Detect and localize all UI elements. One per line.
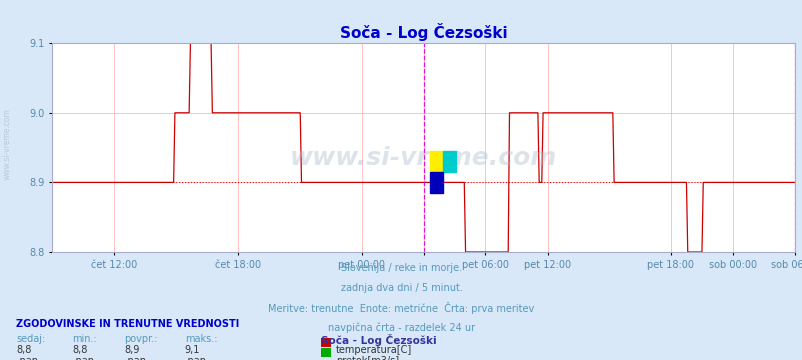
Text: -nan: -nan bbox=[124, 356, 146, 360]
Text: www.si-vreme.com: www.si-vreme.com bbox=[2, 108, 11, 180]
Text: Soča - Log Čezsoški: Soča - Log Čezsoški bbox=[321, 334, 436, 346]
Text: 9,1: 9,1 bbox=[184, 345, 200, 355]
Bar bbox=[443, 151, 456, 172]
Text: Slovenija / reke in morje.: Slovenija / reke in morje. bbox=[341, 263, 461, 273]
Text: navpična črta - razdelek 24 ur: navpična črta - razdelek 24 ur bbox=[327, 322, 475, 333]
Text: -nan: -nan bbox=[184, 356, 206, 360]
Text: 8,8: 8,8 bbox=[72, 345, 87, 355]
Bar bbox=[429, 151, 443, 172]
Text: pretok[m3/s]: pretok[m3/s] bbox=[335, 356, 399, 360]
Text: Meritve: trenutne  Enote: metrične  Črta: prva meritev: Meritve: trenutne Enote: metrične Črta: … bbox=[268, 302, 534, 314]
Text: -nan: -nan bbox=[16, 356, 38, 360]
Text: ZGODOVINSKE IN TRENUTNE VREDNOSTI: ZGODOVINSKE IN TRENUTNE VREDNOSTI bbox=[16, 319, 239, 329]
Text: sedaj:: sedaj: bbox=[16, 334, 45, 344]
Text: 8,8: 8,8 bbox=[16, 345, 31, 355]
Text: temperatura[C]: temperatura[C] bbox=[335, 345, 411, 355]
Text: maks.:: maks.: bbox=[184, 334, 217, 344]
Title: Soča - Log Čezsoški: Soča - Log Čezsoški bbox=[339, 23, 507, 41]
Text: povpr.:: povpr.: bbox=[124, 334, 158, 344]
Text: -nan: -nan bbox=[72, 356, 94, 360]
Text: zadnja dva dni / 5 minut.: zadnja dva dni / 5 minut. bbox=[340, 283, 462, 293]
Text: www.si-vreme.com: www.si-vreme.com bbox=[290, 146, 557, 170]
Bar bbox=[429, 172, 443, 193]
Text: min.:: min.: bbox=[72, 334, 97, 344]
Text: 8,9: 8,9 bbox=[124, 345, 140, 355]
